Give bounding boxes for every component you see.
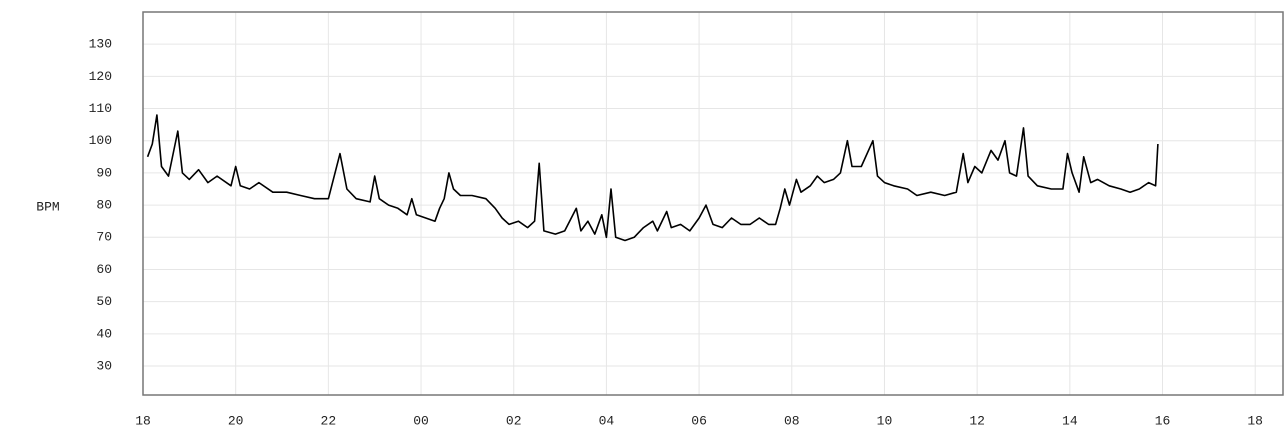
x-tick-label: 22: [321, 413, 337, 428]
x-tick-label: 06: [691, 413, 707, 428]
heart-rate-line: [146, 114, 1159, 242]
y-axis-label: BPM: [36, 199, 59, 214]
y-tick-label: 30: [96, 358, 112, 373]
x-tick-label: 20: [228, 413, 244, 428]
x-tick-label: 14: [1062, 413, 1078, 428]
y-tick-label: 100: [89, 133, 112, 148]
y-tick-label: 70: [96, 230, 112, 245]
y-tick-label: 60: [96, 262, 112, 277]
x-tick-label: 02: [506, 413, 522, 428]
x-tick-label: 18: [1247, 413, 1263, 428]
x-tick-label: 10: [877, 413, 893, 428]
y-tick-label: 40: [96, 326, 112, 341]
y-tick-label: 90: [96, 165, 112, 180]
y-tick-label: 110: [89, 101, 112, 116]
x-tick-label: 18: [135, 413, 151, 428]
x-tick-label: 00: [413, 413, 429, 428]
plot-frame: [142, 11, 1284, 396]
x-tick-label: 08: [784, 413, 800, 428]
y-tick-label: 80: [96, 198, 112, 213]
x-tick-label: 04: [599, 413, 615, 428]
y-tick-label: 120: [89, 69, 112, 84]
y-tick-label: 50: [96, 294, 112, 309]
x-tick-label: 16: [1155, 413, 1171, 428]
x-tick-label: 12: [969, 413, 985, 428]
y-tick-label: 130: [89, 37, 112, 52]
